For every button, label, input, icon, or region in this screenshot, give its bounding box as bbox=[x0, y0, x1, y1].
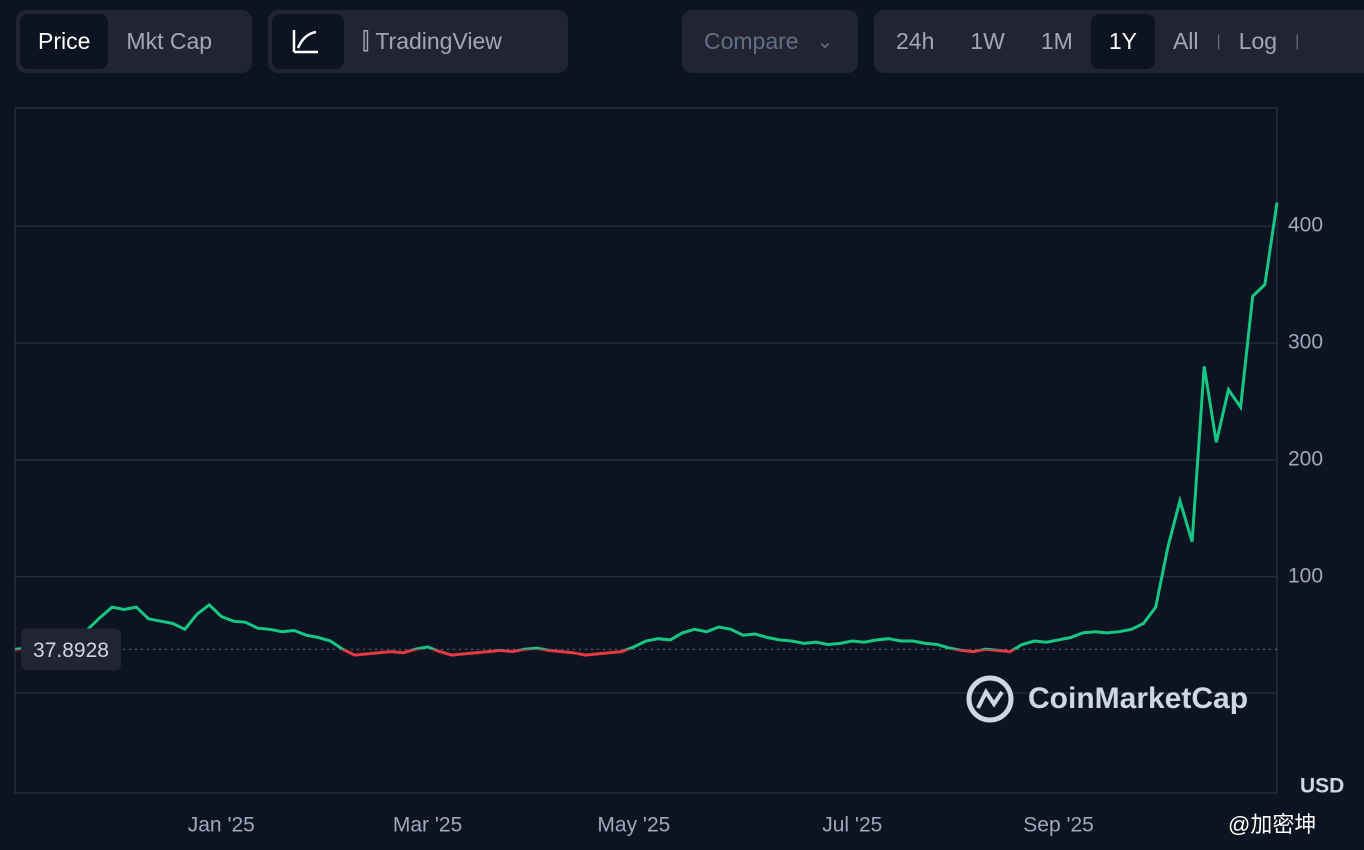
tab[interactable]: Price bbox=[20, 14, 109, 69]
x-tick-label: Mar '25 bbox=[393, 814, 462, 837]
tradingview-button[interactable]: ⫿ TradingView bbox=[362, 28, 502, 54]
compare-label: Compare bbox=[704, 28, 799, 54]
line-icon bbox=[292, 30, 318, 54]
view-group: ⫿ TradingView bbox=[268, 10, 568, 73]
y-tick-label: 100 bbox=[1288, 564, 1323, 587]
baseline-tag bbox=[21, 628, 121, 671]
separator: | bbox=[1216, 32, 1221, 50]
plot-frame bbox=[14, 107, 1278, 794]
y-tick-label: 200 bbox=[1288, 447, 1323, 470]
price-line-up bbox=[14, 202, 1279, 650]
range-button[interactable]: 1M bbox=[1040, 28, 1073, 54]
range-group: 24h 1W 1M 1Y All | Log | bbox=[874, 10, 1364, 73]
watermark-text: CoinMarketCap bbox=[1028, 682, 1248, 715]
range-button[interactable]: 1Y bbox=[1090, 14, 1155, 69]
source: @加密坤 bbox=[1228, 812, 1316, 837]
tab[interactable]: Mkt Cap bbox=[126, 28, 213, 54]
compare[interactable]: Compare ⌄ bbox=[682, 10, 858, 73]
range-button[interactable]: 24h bbox=[896, 28, 935, 54]
x-tick-label: Jul '25 bbox=[822, 814, 882, 837]
currency: USD bbox=[1300, 775, 1344, 798]
watermark: CoinMarketCap bbox=[966, 675, 1248, 723]
range-button[interactable]: 1W bbox=[970, 28, 1005, 54]
tab-group: Price Mkt Cap bbox=[16, 10, 252, 73]
separator: | bbox=[1295, 32, 1300, 50]
price-line-down bbox=[15, 649, 1017, 657]
x-tick-label: Jan '25 bbox=[188, 814, 255, 837]
baseline-label: 37.8928 bbox=[33, 639, 109, 662]
x-tick-label: May '25 bbox=[597, 814, 670, 837]
x-tick-label: Sep '25 bbox=[1023, 814, 1094, 837]
y-tick-label: 300 bbox=[1288, 331, 1323, 354]
label: TradingView bbox=[375, 28, 502, 54]
y-tick-label: 400 bbox=[1288, 214, 1323, 237]
log-button[interactable]: Log bbox=[1238, 28, 1278, 54]
range-button[interactable]: All bbox=[1172, 28, 1199, 54]
line-button[interactable] bbox=[272, 14, 344, 69]
